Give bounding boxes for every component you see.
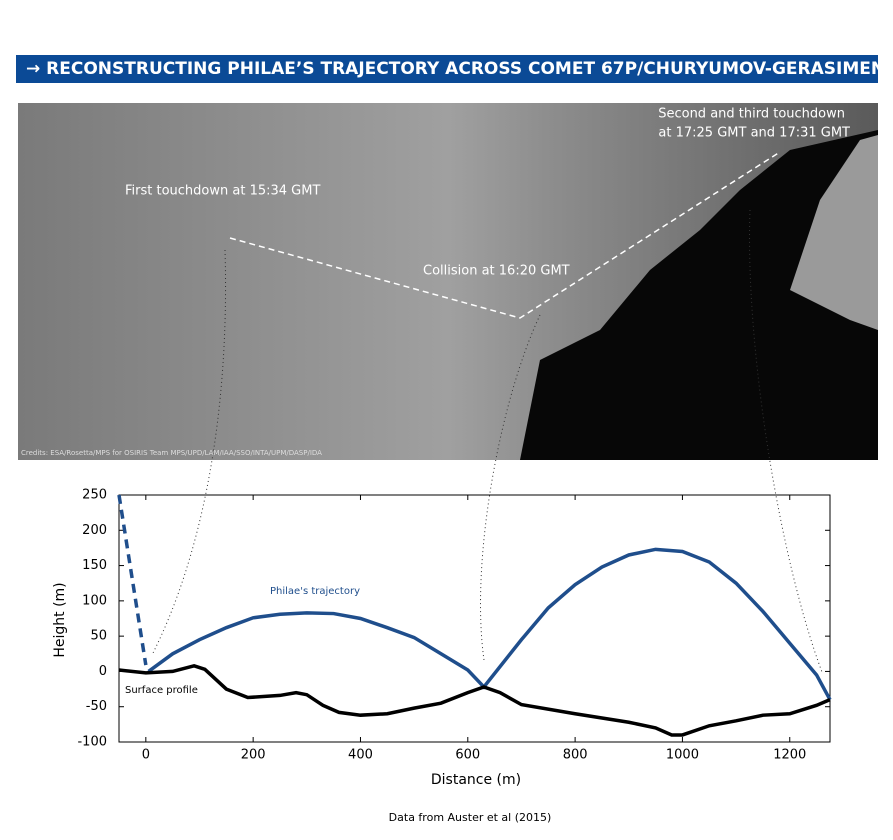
photo-track [229, 151, 781, 319]
series-line [118, 663, 831, 737]
annotation: First touchdown at 15:34 GMT [125, 184, 320, 199]
series-line [117, 494, 148, 666]
title-banner [16, 55, 878, 83]
annotation: at 17:25 GMT and 17:31 GMT [658, 126, 850, 141]
x-tick-label: 1200 [773, 748, 806, 763]
y-tick-label: -100 [77, 735, 107, 750]
y-tick-label: -50 [86, 699, 107, 714]
series-line [147, 547, 832, 701]
pointer [151, 209, 823, 673]
series-label: Philae's trajectory [270, 586, 360, 597]
annotation: Second and third touchdown [658, 107, 845, 122]
y-tick-label: 250 [82, 488, 107, 503]
y-tick-label: 200 [82, 523, 107, 538]
credits: Credits: ESA/Rosetta/MPS for OSIRIS Team… [21, 449, 322, 457]
cliff [790, 135, 878, 330]
annotation: Collision at 16:20 GMT [423, 264, 570, 279]
series-label: Surface profile [125, 685, 198, 696]
y-axis-label: Height (m) [52, 582, 68, 657]
y-tick-label: 100 [82, 593, 107, 608]
y-tick-label: 150 [82, 558, 107, 573]
y-tick-label: 50 [90, 629, 107, 644]
footer: Data from Auster et al (2015) [389, 811, 552, 824]
x-tick-label: 200 [241, 748, 266, 763]
y-tick-label: 0 [99, 664, 107, 679]
x-tick-label: 1000 [666, 748, 699, 763]
shadow [520, 130, 878, 460]
x-axis-label: Distance (m) [431, 772, 521, 788]
x-tick-label: 600 [455, 748, 480, 763]
x-tick-label: 400 [348, 748, 373, 763]
x-tick-label: 800 [563, 748, 588, 763]
title: → RECONSTRUCTING PHILAE’S TRAJECTORY ACR… [26, 59, 893, 79]
plot-frame [118, 494, 831, 743]
x-tick-label: 0 [142, 748, 150, 763]
